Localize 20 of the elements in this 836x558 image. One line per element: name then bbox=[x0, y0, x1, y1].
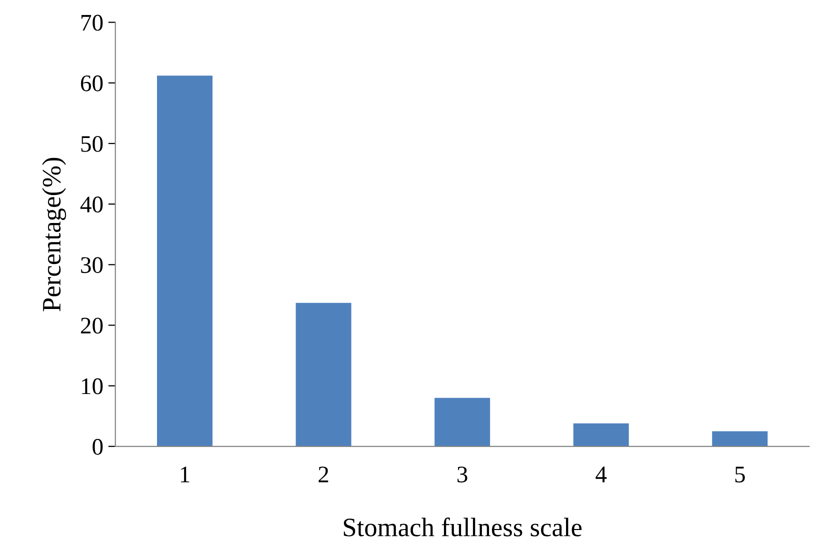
y-axis-title: Percentage(%) bbox=[42, 158, 66, 312]
x-tick-label: 2 bbox=[318, 466, 328, 482]
y-tick-label: 0 bbox=[92, 438, 103, 455]
y-tick-label: 70 bbox=[82, 14, 103, 31]
y-tick-label: 60 bbox=[80, 75, 103, 92]
bar bbox=[573, 423, 629, 446]
y-tick-label: 10 bbox=[82, 378, 103, 394]
bar bbox=[712, 431, 768, 446]
y-tick-label: 50 bbox=[81, 136, 103, 152]
y-tick-label: 20 bbox=[80, 318, 103, 334]
x-tick-label: 5 bbox=[735, 466, 745, 482]
y-tick-label: 40 bbox=[80, 196, 103, 212]
bar bbox=[434, 398, 490, 446]
bar bbox=[157, 76, 213, 446]
y-tick-label: 30 bbox=[81, 257, 103, 274]
x-axis-title: Stomach fullness scale bbox=[344, 518, 582, 536]
bar bbox=[296, 302, 352, 446]
x-tick-label: 4 bbox=[596, 466, 607, 482]
x-tick-label: 3 bbox=[458, 466, 468, 482]
x-tick-label: 1 bbox=[180, 466, 190, 482]
